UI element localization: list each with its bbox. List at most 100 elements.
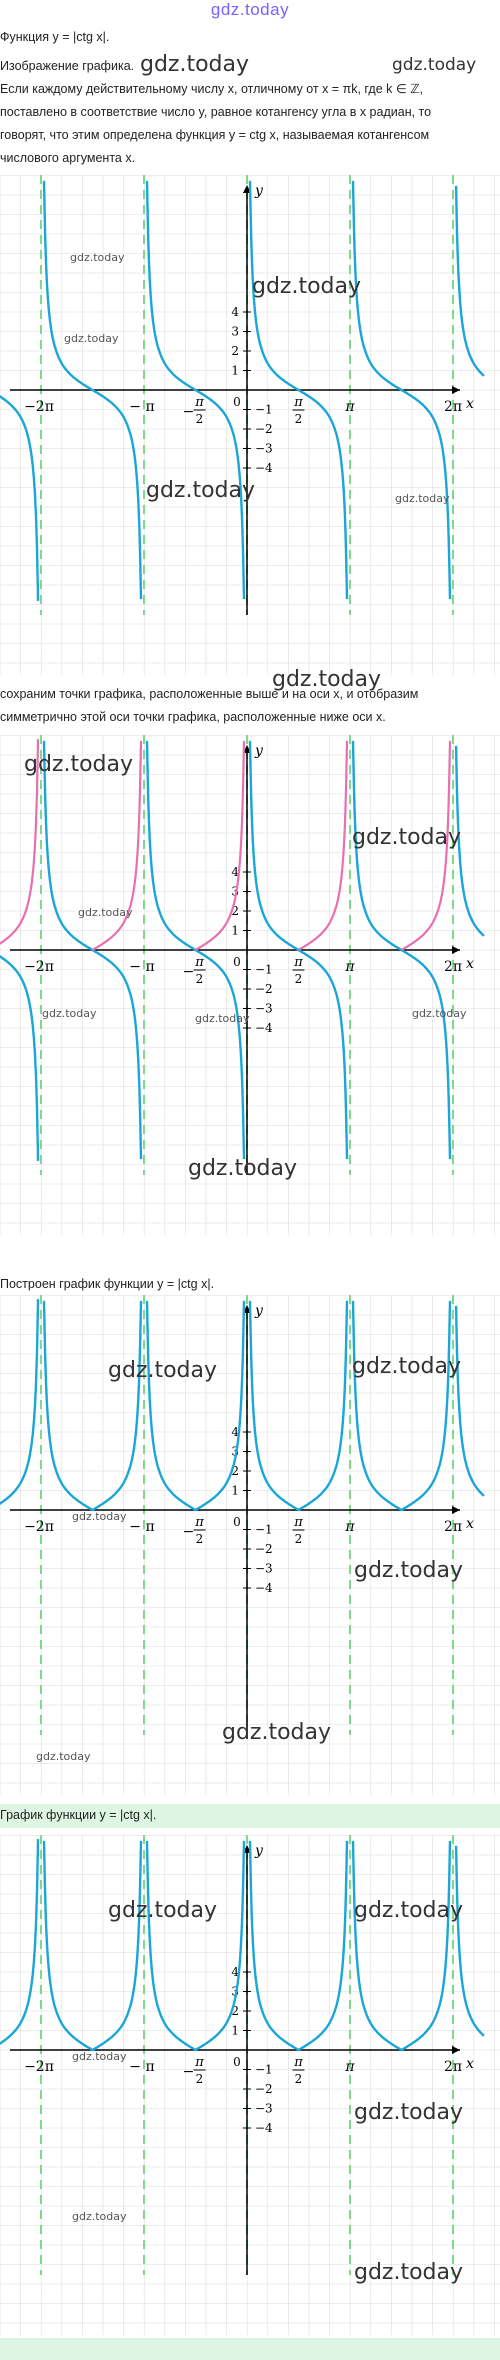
y-tick-label: 4 <box>231 305 239 319</box>
watermark: gdz.today <box>36 1750 91 1763</box>
watermark: gdz.today <box>354 1898 464 1923</box>
x-tick-label-neg-half-pi-num: π <box>194 1515 204 1530</box>
watermark: gdz.today <box>72 1510 127 1523</box>
y-tick-label: −4 <box>255 2121 273 2135</box>
x-tick-label-neg-half-pi-num: π <box>194 395 204 410</box>
graph-3: x y 0 4 3 2 1 −1 −2 −3 −4 −2π − π − π 2 π 2 π 2π <box>0 1295 500 1795</box>
x-tick-label-neg-half-pi-minus: − <box>183 964 195 980</box>
y-tick-label: 1 <box>231 364 239 378</box>
text-function-title: Функция y = |ctg x|. <box>0 30 110 44</box>
curve-branch-cot <box>248 740 349 1160</box>
watermark: gdz.today <box>188 1156 298 1181</box>
watermark: gdz.today <box>146 478 256 503</box>
y-tick-label: −2 <box>255 1542 273 1556</box>
y-tick-label: −1 <box>255 2063 273 2077</box>
x-tick-label-neg-half-pi-den: 2 <box>196 412 204 426</box>
y-tick-label: 4 <box>231 1425 239 1439</box>
text-definition-line3: говорят, что этим определена функция y =… <box>0 128 430 142</box>
watermark: gdz.today <box>78 906 133 919</box>
x-tick-label-neg-half-pi-num: π <box>194 955 204 970</box>
x-tick-label-half-pi-den: 2 <box>295 2072 303 2086</box>
x-tick-label-2pi: 2π <box>444 1519 462 1535</box>
text-definition-line4: числового аргумента x. <box>0 151 136 165</box>
x-tick-label-neg-half-pi-num: π <box>194 2055 204 2070</box>
x-tick-label-2pi: 2π <box>444 959 462 975</box>
y-tick-label: −2 <box>255 2082 273 2096</box>
x-tick-label-half-pi-den: 2 <box>295 1532 303 1546</box>
curve-branch-abs-cot <box>0 1839 40 2045</box>
watermark: gdz.today <box>354 1558 464 1583</box>
x-tick-label-pi: π <box>344 399 355 415</box>
curve-branch-cot <box>145 180 246 600</box>
x-tick-label-pi: π <box>344 959 355 975</box>
watermark: gdz.today <box>42 1007 97 1020</box>
watermark: gdz.today <box>24 752 134 777</box>
curve-branch-cot <box>0 955 40 1161</box>
y-tick-label: 1 <box>231 924 239 938</box>
y-axis-label: y <box>254 743 264 759</box>
curve-branch-cot <box>454 745 485 937</box>
y-axis-arrow <box>243 1305 251 1313</box>
curve-branch-reflected <box>91 740 143 951</box>
curve-branch-reflected <box>194 740 246 951</box>
x-tick-label-half-pi-den: 2 <box>295 412 303 426</box>
curve-branch-reflected <box>298 740 349 951</box>
site-logo[interactable]: gdz.today <box>210 0 290 19</box>
text-definition-line2: поставлено в соответствие число y, равно… <box>0 105 432 119</box>
watermark: gdz.today <box>412 1007 467 1020</box>
origin-label: 0 <box>233 1515 241 1529</box>
watermark: gdz.today <box>108 1898 218 1923</box>
y-axis-label: y <box>254 183 264 199</box>
x-tick-label-neg-2pi: −2π <box>24 399 54 415</box>
x-tick-label-pi: π <box>344 1519 355 1535</box>
text-answer: График функции y = |ctg x|. <box>0 1808 157 1822</box>
watermark: gdz.today <box>252 274 362 299</box>
y-axis-arrow <box>243 745 251 753</box>
curve-branch-abs-cot <box>145 1840 246 2052</box>
watermark: gdz.today <box>272 667 382 692</box>
x-tick-label-half-pi-den: 2 <box>295 972 303 986</box>
text-reflection-line2: симметрично этой оси точки графика, расп… <box>0 710 386 724</box>
text-reflection-line1: сохраним точки графика, расположенные вы… <box>0 687 419 701</box>
x-axis-label: x <box>466 956 474 972</box>
x-axis-label: x <box>466 1516 474 1532</box>
x-tick-label-half-pi-num: π <box>293 955 303 970</box>
x-tick-label-half-pi-num: π <box>293 2055 303 2070</box>
y-tick-label: 3 <box>231 325 239 339</box>
watermark: gdz.today <box>392 55 477 75</box>
y-tick-label: 2 <box>231 344 239 358</box>
y-tick-label: −4 <box>255 1581 273 1595</box>
x-tick-label-neg-2pi: −2π <box>24 1519 54 1535</box>
y-tick-label: −3 <box>255 1562 273 1576</box>
x-axis-arrow <box>452 946 460 954</box>
watermark: gdz.today <box>72 2050 127 2063</box>
y-tick-label: −2 <box>255 982 273 996</box>
curve-branch-abs-cot <box>454 1305 485 1497</box>
watermark: gdz.today <box>70 251 125 264</box>
x-tick-label-neg-2pi: −2π <box>24 2059 54 2075</box>
y-axis-arrow <box>243 185 251 193</box>
curve-branch-abs-cot <box>248 1300 349 1512</box>
curve-branch-abs-cot <box>42 1840 143 2052</box>
watermark: gdz.today <box>222 1720 332 1745</box>
text-built-graph: Построен график функции y = |ctg x|. <box>0 1277 215 1291</box>
curve-branch-cot <box>0 395 40 601</box>
y-tick-label: 2 <box>231 904 239 918</box>
x-tick-label-pi: π <box>344 2059 355 2075</box>
x-tick-label-neg-pi: − π <box>129 959 154 975</box>
x-tick-label-2pi: 2π <box>444 399 462 415</box>
y-tick-label: −2 <box>255 422 273 436</box>
curve-branch-abs-cot <box>42 1300 143 1512</box>
x-tick-label-neg-2pi: −2π <box>24 959 54 975</box>
text-graph-heading: Изображение графика. <box>0 59 135 73</box>
bottom-banner <box>0 2338 500 2360</box>
y-axis-label: y <box>254 1843 264 1859</box>
y-tick-label: −3 <box>255 1002 273 1016</box>
curve-branch-abs-cot <box>0 1299 40 1505</box>
x-tick-label-neg-half-pi-den: 2 <box>196 2072 204 2086</box>
x-axis-label: x <box>466 396 474 412</box>
